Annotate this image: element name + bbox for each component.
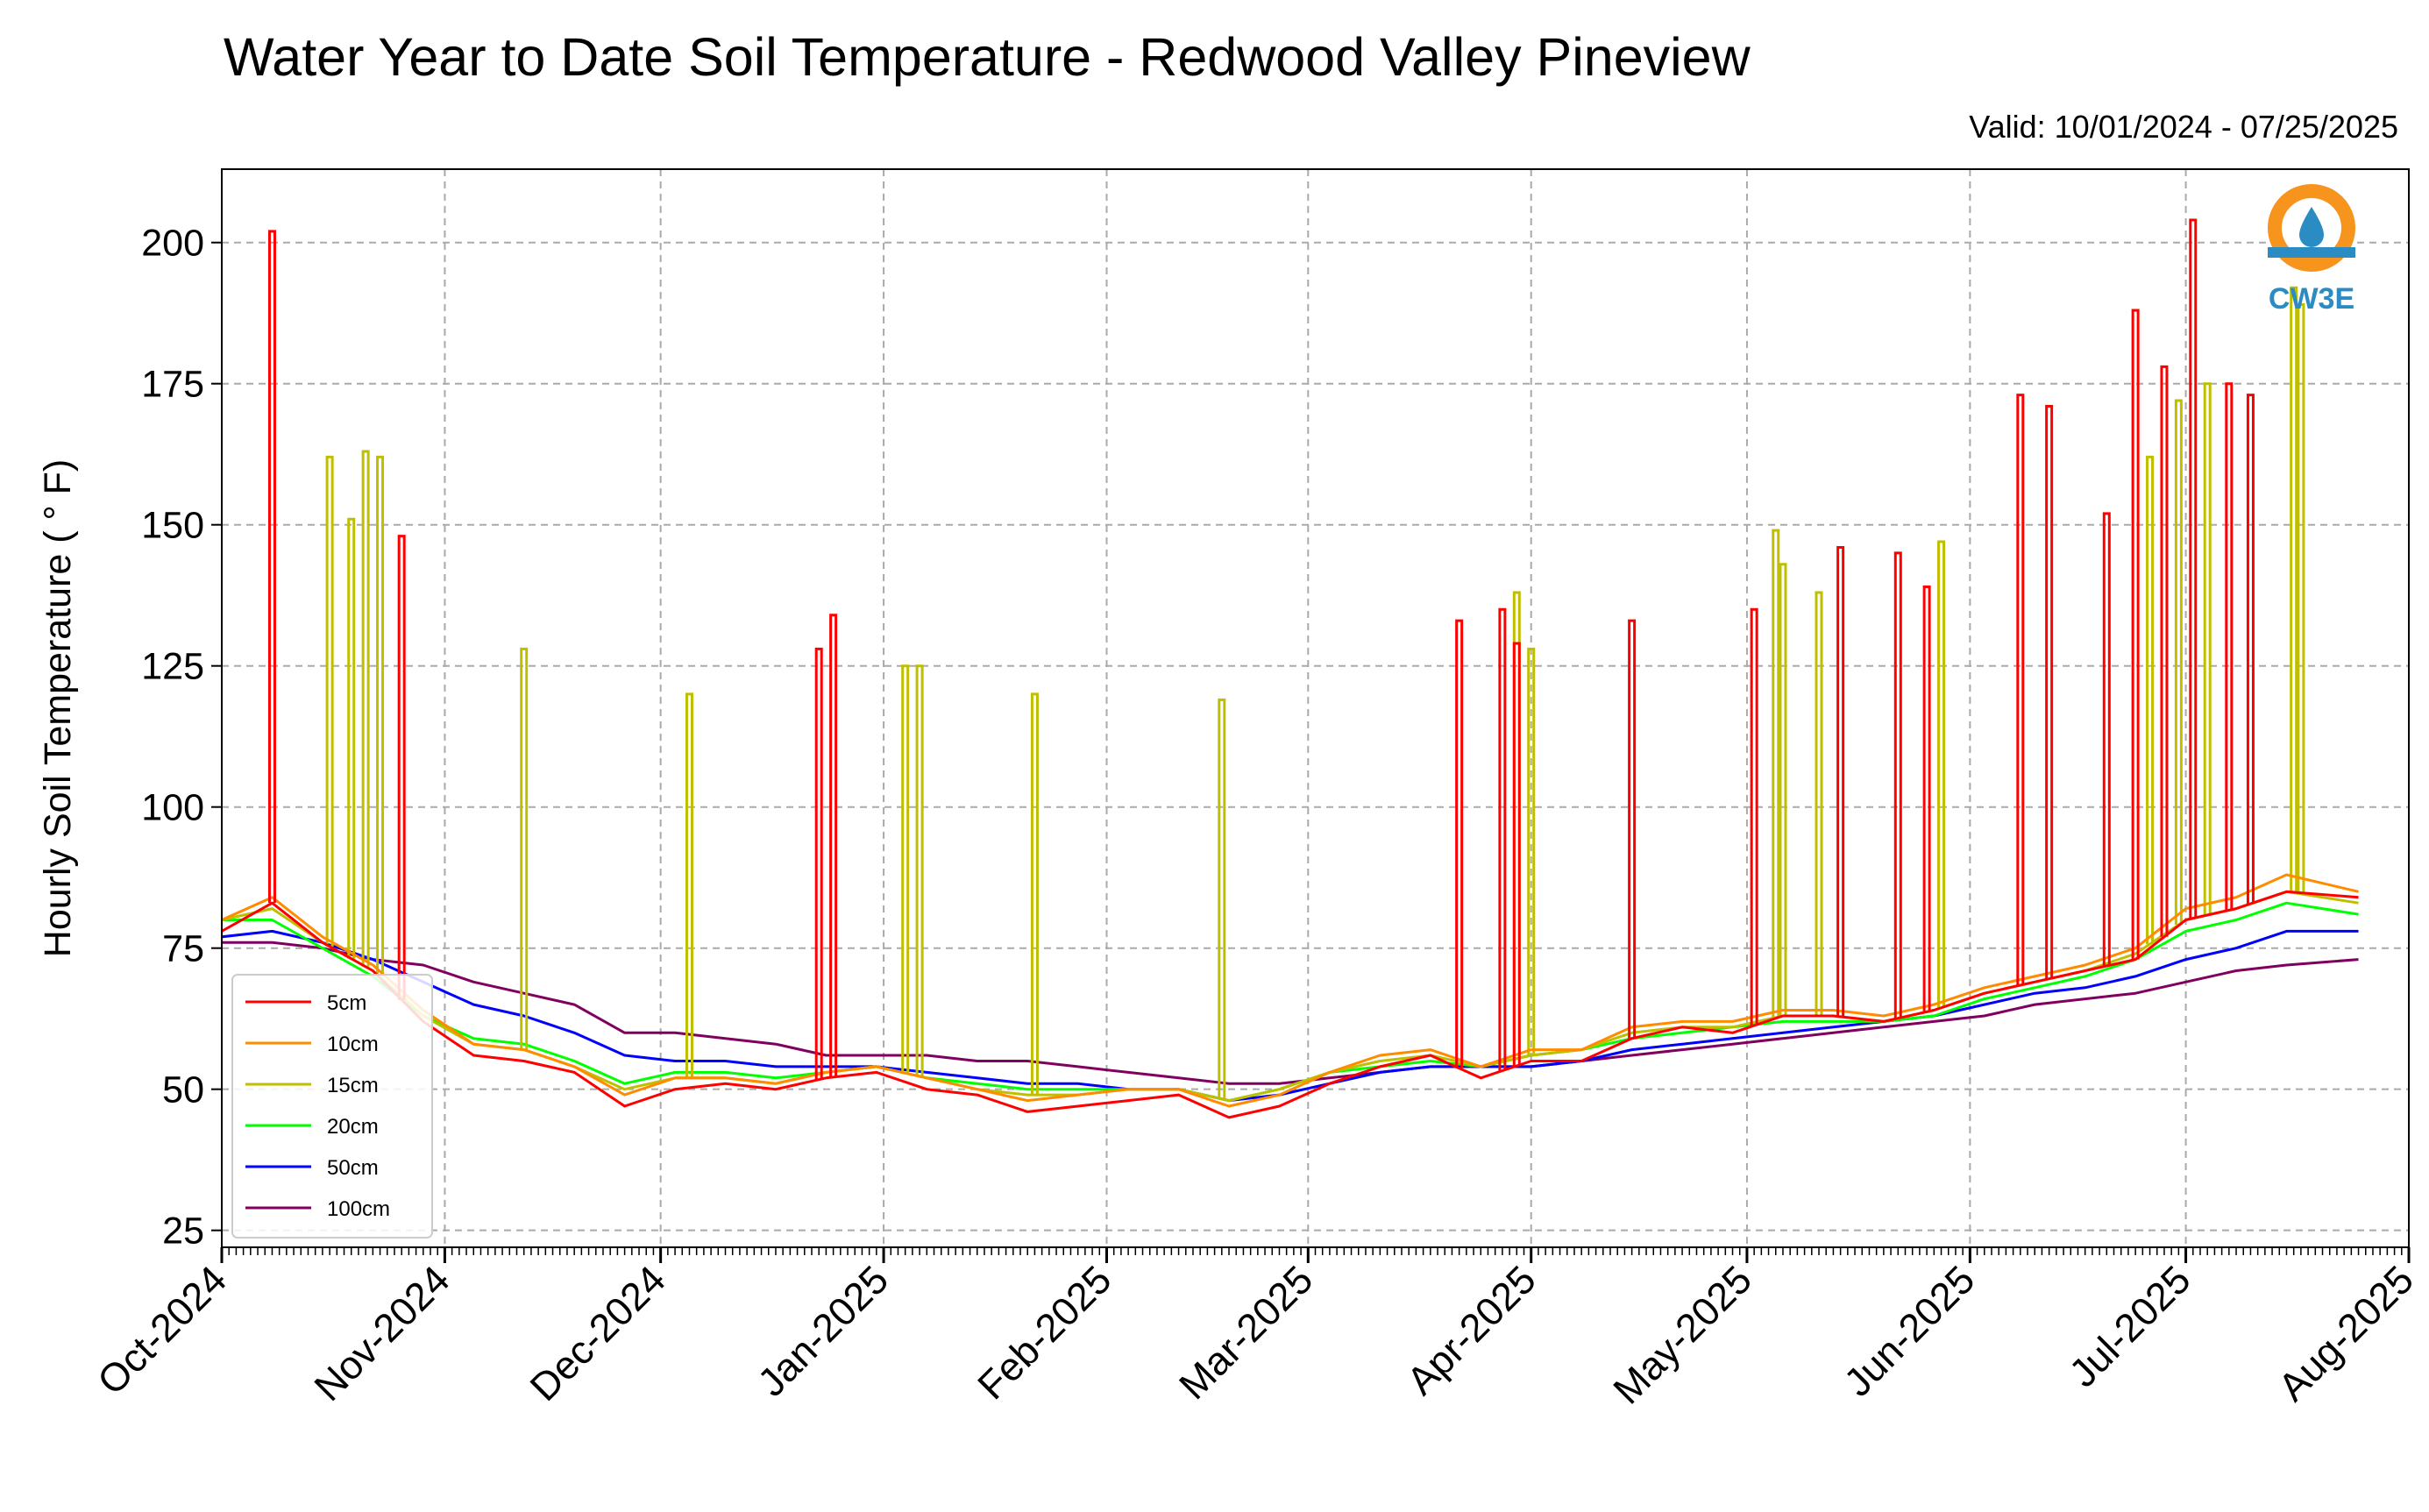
spike-5cm: [1893, 551, 1902, 1019]
spike-5cm: [2246, 394, 2255, 905]
spike-15cm: [915, 664, 924, 1076]
series-line-20cm: [222, 901, 2359, 1103]
spike-15cm: [1779, 563, 1787, 1016]
spike-15cm: [1772, 529, 1780, 1018]
spike-5cm: [1455, 619, 1464, 1068]
spike-15cm: [2297, 303, 2305, 894]
spike-15cm: [376, 455, 385, 977]
spike-15cm: [2203, 382, 2212, 915]
legend-label-5cm: 5cm: [327, 991, 366, 1015]
spike-15cm: [347, 517, 356, 959]
logo-text: CW3E: [2269, 282, 2354, 316]
spike-15cm: [2146, 455, 2155, 945]
water-drop-icon: [2299, 207, 2324, 247]
legend-label-10cm: 10cm: [327, 1033, 379, 1056]
spike-5cm: [1922, 586, 1931, 1012]
spike-5cm: [2102, 512, 2111, 966]
legend: 5cm 10cm 15cm 20cm 50cm 100cm: [231, 974, 433, 1239]
spike-5cm: [1628, 619, 1637, 1039]
spike-15cm: [1218, 698, 1226, 1099]
series-line-50cm: [221, 929, 2359, 1103]
legend-label-20cm: 20cm: [327, 1115, 379, 1139]
valid-date-range: Valid: 10/01/2024 - 07/25/2025: [1969, 109, 2398, 145]
spike-5cm: [2225, 382, 2234, 911]
spike-5cm: [2016, 394, 2025, 986]
legend-label-15cm: 15cm: [327, 1074, 379, 1097]
x-tick-label: Nov-2024: [305, 1257, 458, 1409]
y-tick-label: 200: [141, 223, 204, 265]
x-tick-label: Aug-2025: [2269, 1257, 2422, 1409]
chart-title: Water Year to Date Soil Temperature - Re…: [224, 27, 1751, 87]
spike-15cm: [1815, 591, 1823, 1016]
y-tick-label: 175: [141, 364, 204, 406]
x-tick-label: Oct-2024: [89, 1257, 235, 1403]
spike-5cm: [2045, 404, 2054, 979]
spike-15cm: [685, 692, 693, 1078]
x-tick-label: Jan-2025: [749, 1257, 897, 1405]
legend-label-100cm: 100cm: [327, 1197, 390, 1221]
series-line-5cm: [221, 890, 2359, 1119]
spike-15cm: [2290, 286, 2298, 893]
series-line-10cm: [221, 873, 2359, 1108]
y-tick-label: 100: [141, 787, 204, 829]
x-tick-label: Jul-2025: [2061, 1257, 2199, 1395]
y-tick-label: 150: [141, 505, 204, 547]
y-tick-label: 125: [141, 646, 204, 688]
spike-15cm: [1937, 540, 1946, 1008]
legend-label-50cm: 50cm: [327, 1156, 379, 1180]
y-tick-label: 25: [162, 1210, 204, 1253]
spike-5cm: [1498, 607, 1507, 1071]
spike-5cm: [2131, 309, 2140, 960]
x-tick-label: Mar-2025: [1170, 1257, 1321, 1408]
spike-15cm: [361, 450, 370, 967]
x-tick-label: May-2025: [1604, 1257, 1760, 1413]
spike-5cm: [397, 535, 406, 1000]
x-tick-label: Apr-2025: [1398, 1257, 1545, 1403]
logo-wave: [2268, 247, 2355, 258]
x-axis-ticks: Oct-2024 Nov-2024 Dec-2024 Jan-2025 Feb-2025…: [89, 1247, 2422, 1413]
series-line-100cm: [222, 941, 2359, 1085]
spike-15cm: [1527, 647, 1536, 1056]
spike-5cm: [267, 230, 276, 904]
y-tick-label: 50: [162, 1069, 204, 1111]
spike-5cm: [1750, 607, 1758, 1026]
y-axis-label: Hourly Soil Temperature ( ° F): [37, 459, 79, 957]
spike-5cm: [814, 647, 823, 1080]
legend-box: [231, 974, 433, 1239]
x-tick-label: Jun-2025: [1836, 1257, 1984, 1405]
spike-5cm: [2189, 218, 2198, 919]
spike-15cm: [2174, 399, 2183, 926]
x-tick-label: Feb-2025: [969, 1257, 1119, 1408]
y-axis-ticks: 25 50 75 100 125 150 175 200: [141, 223, 222, 1253]
y-tick-label: 75: [162, 928, 204, 970]
spike-5cm: [2160, 365, 2169, 937]
cw3e-logo: CW3E: [2268, 184, 2355, 316]
spike-15cm: [325, 455, 334, 947]
spike-15cm: [520, 647, 529, 1050]
series-lines: [221, 218, 2359, 1119]
spike-5cm: [1512, 642, 1521, 1067]
spike-15cm: [1030, 692, 1039, 1096]
spike-5cm: [829, 614, 838, 1077]
x-tick-label: Dec-2024: [522, 1257, 674, 1409]
spike-15cm: [901, 664, 910, 1074]
spike-5cm: [1836, 545, 1845, 1017]
